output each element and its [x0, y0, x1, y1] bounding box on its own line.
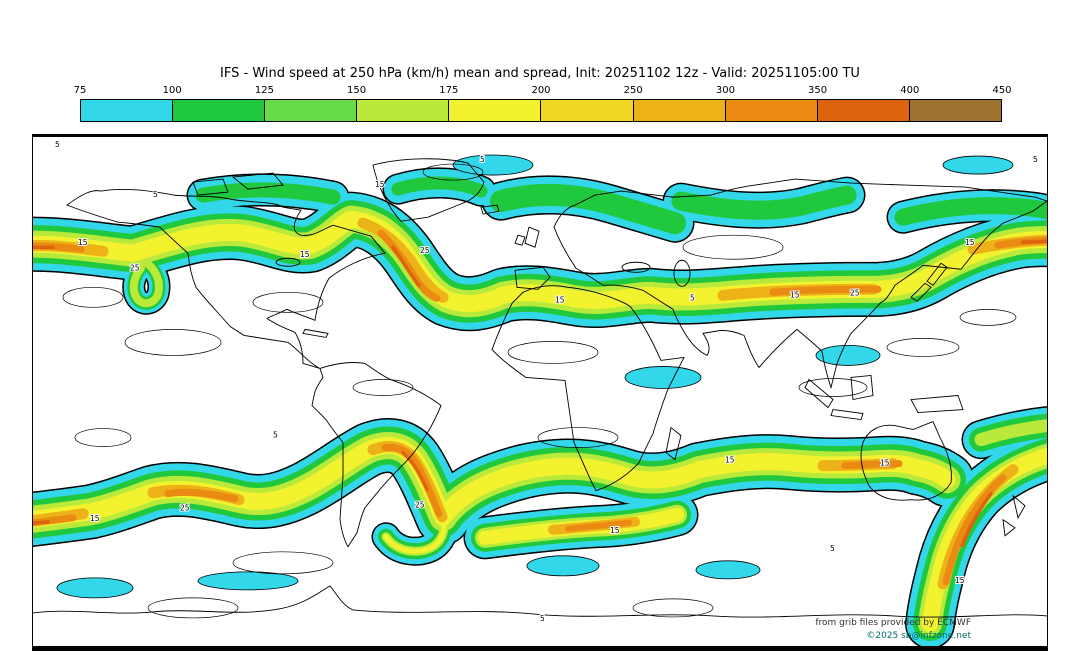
coast-new-zealand — [1002, 494, 1026, 537]
contour-label: 15 — [375, 180, 385, 189]
contour-label: 5 — [830, 544, 835, 553]
colorbar-segment — [541, 100, 634, 121]
coast-greenland — [372, 158, 485, 222]
coastlines — [33, 158, 1047, 618]
contour-label: 5 — [1033, 155, 1038, 164]
contour-label: 15 — [880, 459, 890, 468]
contour-label: 5 — [690, 293, 695, 302]
colorbar-tick-label: 350 — [808, 85, 828, 96]
coast-antarctica — [33, 585, 1047, 618]
contour-label: 15 — [955, 576, 965, 585]
world-map-frame: 15 25 15 25 15 5 15 5 15 25 15 5 5 5 5 15 25 25 15 15 15 15 5 5… — [32, 134, 1048, 651]
caspian-sea — [673, 259, 691, 287]
contour-label: 25 — [420, 246, 430, 255]
colorbar-segment — [449, 100, 542, 121]
page-title: IFS - Wind speed at 250 hPa (km/h) mean … — [220, 66, 860, 81]
colorbar-tick-label: 100 — [162, 85, 182, 96]
coast-iberia — [514, 266, 551, 290]
coast-japan — [910, 262, 948, 302]
contour-label: 25 — [850, 288, 860, 297]
colorbar-tick-label: 200 — [531, 85, 551, 96]
spread-contours — [62, 163, 1017, 619]
black-sea — [621, 261, 651, 273]
colorbar-tick-label: 150 — [347, 85, 367, 96]
jet-stream-bands — [33, 154, 1047, 624]
contour-label: 25 — [180, 504, 190, 513]
contour-label: 5 — [540, 614, 545, 623]
colorbar-segment — [633, 100, 726, 121]
contour-label: 15 — [965, 238, 975, 247]
contour-label: 15 — [78, 238, 88, 247]
contour-label: 15 — [90, 514, 100, 523]
colorbar-tick-label: 125 — [254, 85, 274, 96]
contour-label: 15 — [300, 250, 310, 259]
coast-africa — [491, 285, 685, 492]
coast-cuba — [302, 328, 329, 338]
wind-map-svg: 15 25 15 25 15 5 15 5 15 25 15 5 5 5 5 15 25 25 15 15 15 15 5 5 — [33, 139, 1047, 646]
colorbar-tick-label: 75 — [73, 85, 87, 96]
coast-eurasia — [553, 178, 1047, 390]
copyright-text: ©2025 sb@infzone.net — [866, 631, 971, 641]
colorbar-segment — [265, 100, 358, 121]
colorbar-tick-label: 175 — [439, 85, 459, 96]
contour-label: 15 — [555, 295, 565, 304]
band-darkorange-350 — [33, 239, 1047, 548]
coast-north-america — [66, 189, 386, 369]
coast-madagascar — [665, 426, 682, 461]
coast-south-america — [311, 362, 442, 548]
colorbar-tick-label: 450 — [992, 85, 1012, 96]
colorbar-segment — [81, 100, 174, 121]
colorbar-tick-label: 400 — [900, 85, 920, 96]
colorbar-segment — [173, 100, 266, 121]
colorbar-segment — [817, 100, 910, 121]
colorbar-segment — [725, 100, 818, 121]
contour-label: 5 — [273, 431, 278, 440]
contour-label: 5 — [153, 190, 158, 199]
contour-label: 15 — [725, 456, 735, 465]
colorbar-labels: 75 100 125 150 175 200 250 300 350 400 450 — [74, 85, 1012, 98]
contour-label: 15 — [610, 526, 620, 535]
contour-label: 25 — [415, 501, 425, 510]
attribution-text: from grib files provided by ECMWF — [815, 618, 971, 628]
colorbar-segment — [357, 100, 450, 121]
cyan-patches — [56, 154, 1014, 599]
contour-value-labels: 15 25 15 25 15 5 15 5 15 25 15 5 5 5 5 15 25 25 15 15 15 15 5 5 — [54, 139, 1039, 624]
colorbar-tick-label: 250 — [623, 85, 643, 96]
great-lakes — [275, 257, 301, 267]
colorbar-segment — [909, 100, 1001, 121]
colorbar-tick-label: 300 — [715, 85, 735, 96]
coast-australia — [860, 420, 952, 501]
coast-uk — [524, 226, 540, 248]
colorbar-segments — [80, 99, 1002, 122]
contour-label: 15 — [790, 290, 800, 299]
coast-arctic-islands — [192, 172, 284, 196]
coast-indonesia — [804, 374, 964, 421]
contour-label: 5 — [55, 140, 60, 149]
coast-ireland — [514, 234, 526, 246]
coast-iceland — [480, 204, 500, 215]
contour-label: 25 — [130, 263, 140, 272]
contour-label: 5 — [480, 155, 485, 164]
